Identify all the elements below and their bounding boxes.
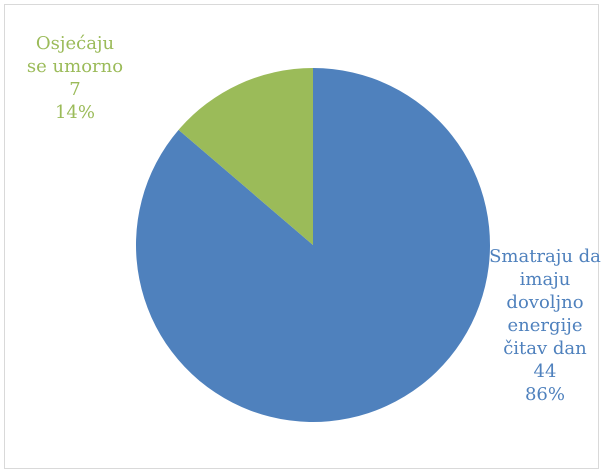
label-category: Smatraju da imaju dovoljno energije čita…: [489, 246, 601, 359]
pie-slice: [178, 68, 313, 245]
data-label: Smatraju da imaju dovoljno energije čita…: [485, 245, 605, 406]
label-category: Osjećaju se umorno: [26, 33, 124, 77]
data-label: Osjećaju se umorno 7 14%: [25, 32, 125, 124]
label-percent: 14%: [54, 102, 95, 123]
label-value: 7: [69, 79, 81, 100]
chart-frame: [4, 4, 599, 469]
label-value: 44: [533, 361, 557, 382]
label-percent: 86%: [524, 384, 565, 405]
